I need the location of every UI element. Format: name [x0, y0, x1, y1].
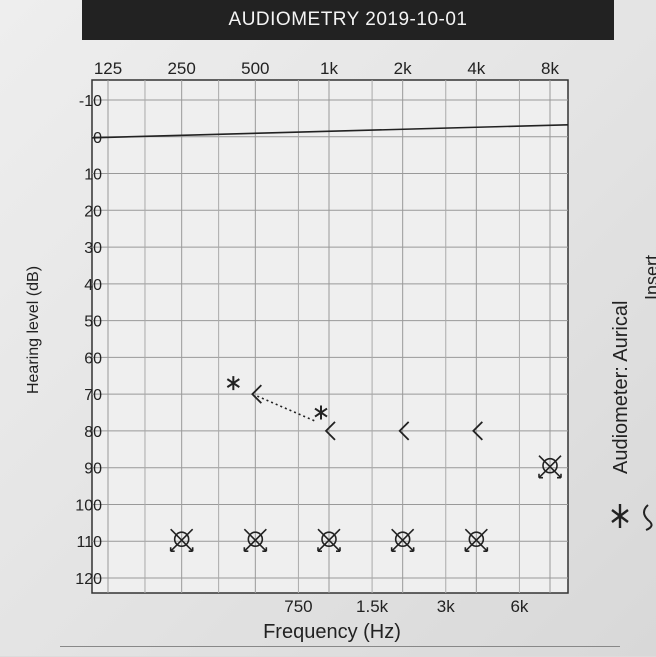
y-tick-label: 30	[84, 240, 102, 257]
x-tick-label-top: 125	[94, 59, 122, 78]
bone-conduction-marker	[472, 421, 483, 441]
chart-title: AUDIOMETRY 2019-10-01	[82, 0, 614, 40]
bone-conduction-marker	[398, 421, 410, 441]
y-tick-label: -10	[79, 93, 102, 110]
y-tick-label: 60	[84, 350, 102, 367]
audiometer-note: Audiometer: Aurical	[610, 300, 632, 474]
dotted-connection	[257, 395, 318, 423]
no-response-marker	[538, 455, 562, 479]
x-tick-label-top: 1k	[320, 59, 338, 78]
y-tick-label: 10	[84, 167, 102, 184]
no-response-marker	[390, 528, 415, 553]
no-response-marker	[169, 528, 194, 553]
y-tick-label: 110	[76, 534, 102, 551]
x-tick-label-top: 2k	[394, 59, 412, 78]
star-marker	[226, 376, 240, 391]
y-tick-label: 70	[84, 387, 102, 404]
y-tick-label: 120	[75, 571, 102, 588]
x-axis-label: Frequency (Hz)	[263, 621, 401, 643]
x-tick-label-bottom: 750	[284, 597, 312, 616]
transducer-note: Insert	[642, 254, 656, 300]
plot-frame	[91, 79, 569, 594]
x-tick-label-bottom: 1.5k	[356, 597, 389, 616]
bottom-rule	[60, 646, 620, 657]
y-tick-label: 40	[84, 277, 102, 294]
y-tick-label: 50	[84, 314, 102, 331]
y-tick-label: 80	[84, 424, 102, 441]
star-marker	[314, 405, 328, 420]
zero-db-line	[91, 123, 569, 139]
no-response-marker	[317, 528, 341, 553]
y-axis-label: Hearing level (dB)	[25, 266, 42, 394]
y-tick-label: 0	[93, 130, 102, 147]
bone-conduction-marker	[324, 421, 336, 441]
y-tick-label: 90	[84, 461, 102, 478]
y-tick-label: 100	[75, 497, 102, 514]
y-tick-label: 20	[84, 203, 102, 220]
x-tick-label-top: 8k	[541, 59, 559, 78]
x-tick-label-top: 500	[241, 59, 269, 78]
bone-conduction-marker	[251, 384, 262, 404]
x-tick-label-bottom: 3k	[437, 597, 455, 616]
x-tick-label-top: 4k	[467, 59, 485, 78]
no-response-marker	[464, 528, 489, 553]
no-response-marker	[243, 528, 268, 553]
x-tick-label-top: 250	[167, 59, 195, 78]
x-tick-label-bottom: 6k	[510, 597, 528, 616]
